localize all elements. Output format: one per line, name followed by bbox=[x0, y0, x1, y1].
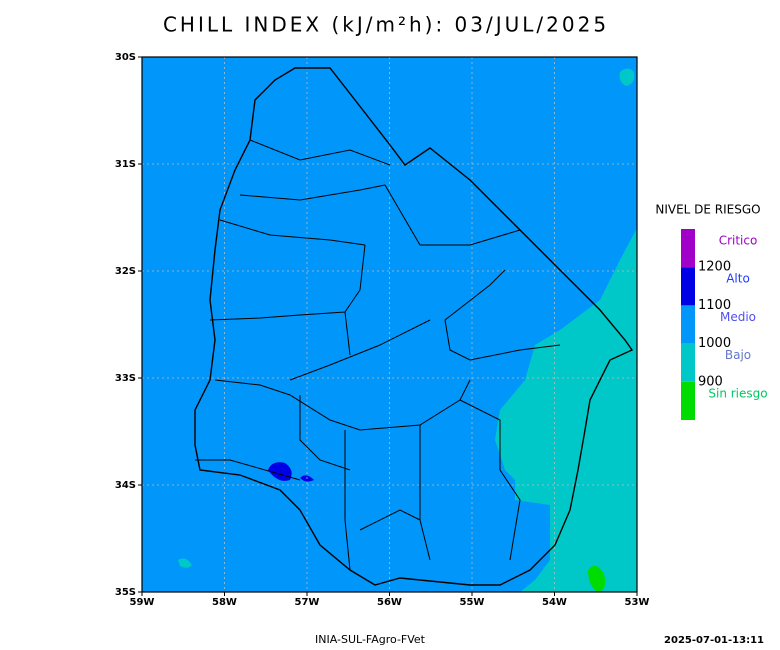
legend-swatch bbox=[681, 229, 695, 268]
legend-threshold: 900 bbox=[698, 374, 723, 389]
graticule bbox=[142, 57, 637, 592]
bajo-area bbox=[178, 558, 192, 568]
lat-tick-label: 34S bbox=[115, 480, 136, 491]
legend-threshold: 1000 bbox=[698, 336, 731, 351]
lat-tick-label: 33S bbox=[115, 373, 136, 384]
timestamp: 2025-07-01-13:11 bbox=[664, 635, 764, 646]
department-border bbox=[195, 139, 561, 571]
legend-swatch bbox=[681, 305, 695, 344]
bajo-area bbox=[619, 68, 635, 86]
legend-label: Alto bbox=[726, 272, 750, 286]
lat-tick-label: 31S bbox=[115, 159, 136, 170]
legend-label: Critico bbox=[719, 234, 758, 248]
legend: Critico Alto Medio Bajo Sin riesgo 1200 1100 10… bbox=[681, 229, 768, 420]
legend-label: Medio bbox=[720, 310, 756, 324]
lon-tick-label: 54W bbox=[542, 597, 567, 608]
legend-label: Sin riesgo bbox=[708, 386, 767, 400]
lon-tick-label: 58W bbox=[212, 597, 237, 608]
lon-tick-label: 56W bbox=[377, 597, 402, 608]
sin-riesgo-area bbox=[588, 565, 606, 592]
lon-tick-label: 57W bbox=[295, 597, 320, 608]
legend-threshold: 1200 bbox=[698, 260, 731, 275]
bajo-area bbox=[495, 228, 637, 592]
legend-swatch bbox=[681, 381, 695, 420]
legend-label: Bajo bbox=[725, 348, 751, 362]
lon-tick-label: 53W bbox=[625, 597, 650, 608]
lat-tick-label: 32S bbox=[115, 266, 136, 277]
legend-swatch bbox=[681, 343, 695, 382]
lon-tick-label: 59W bbox=[130, 597, 155, 608]
lon-tick-label: 55W bbox=[460, 597, 485, 608]
lat-tick-label: 30S bbox=[115, 52, 136, 63]
map-title: CHILL INDEX (kJ/m²h): 03/JUL/2025 bbox=[163, 13, 609, 37]
legend-swatch bbox=[681, 267, 695, 306]
lat-tick-label: 35S bbox=[115, 587, 136, 598]
source-label: INIA-SUL-FAgro-FVet bbox=[315, 633, 426, 646]
legend-threshold: 1100 bbox=[698, 298, 731, 313]
legend-title: NIVEL DE RIESGO bbox=[655, 203, 760, 217]
